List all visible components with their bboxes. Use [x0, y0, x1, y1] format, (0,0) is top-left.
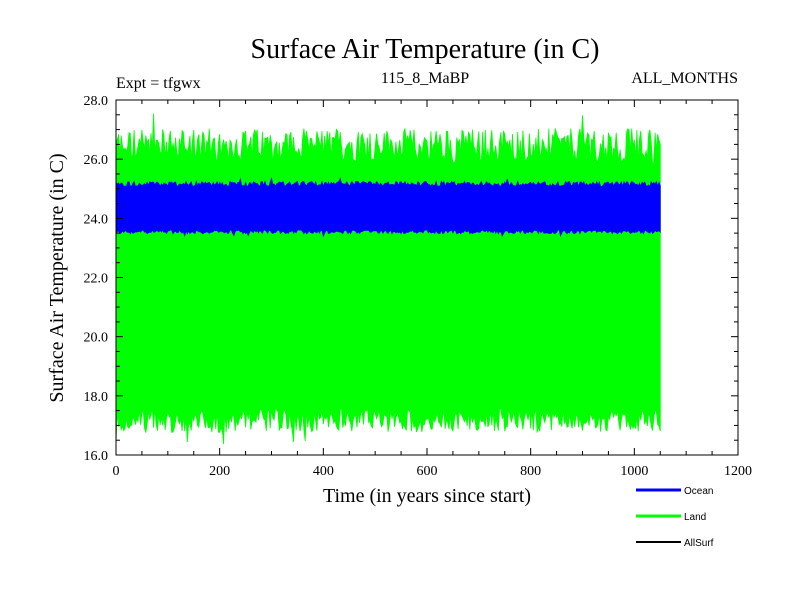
y-tick-label: 18.0: [84, 390, 109, 405]
series-land: [115, 113, 661, 445]
legend-label-ocean: Ocean: [684, 486, 713, 497]
x-tick-label: 200: [209, 464, 230, 479]
x-tick-label: 800: [520, 464, 541, 479]
series-layer: [115, 113, 661, 445]
chart-subtitle-left: Expt = tfgwx: [116, 75, 201, 92]
x-axis-label: Time (in years since start): [323, 485, 531, 507]
x-tick-label: 400: [313, 464, 334, 479]
x-tick-label: 600: [417, 464, 438, 479]
legend-item-ocean: Ocean: [636, 486, 713, 497]
x-tick-label: 1000: [620, 464, 648, 479]
y-tick-label: 20.0: [84, 331, 109, 346]
y-tick-label: 16.0: [84, 449, 109, 464]
series-ocean: [115, 177, 661, 238]
chart-subtitle-right: ALL_MONTHS: [631, 70, 738, 87]
y-tick-label: 28.0: [84, 94, 109, 109]
x-axis: 0 200 400 600 800 1000 1200: [113, 100, 752, 479]
legend-label-allsurf: AllSurf: [684, 538, 714, 549]
y-tick-label: 24.0: [84, 212, 109, 227]
y-axis: 16.0 18.0 20.0 22.0 24.0 26.0 28.0: [84, 94, 738, 464]
y-tick-label: 22.0: [84, 272, 109, 287]
chart-title: Surface Air Temperature (in C): [251, 34, 600, 65]
legend-item-land: Land: [636, 512, 706, 523]
legend-label-land: Land: [684, 512, 706, 523]
y-tick-label: 26.0: [84, 153, 109, 168]
legend-item-allsurf: AllSurf: [636, 538, 714, 549]
y-axis-label: Surface Air Temperature (in C): [46, 153, 68, 402]
chart-subtitle-center: 115_8_MaBP: [381, 70, 469, 87]
x-tick-label: 1200: [724, 464, 752, 479]
legend: Ocean Land AllSurf: [636, 486, 714, 549]
x-tick-label: 0: [113, 464, 120, 479]
